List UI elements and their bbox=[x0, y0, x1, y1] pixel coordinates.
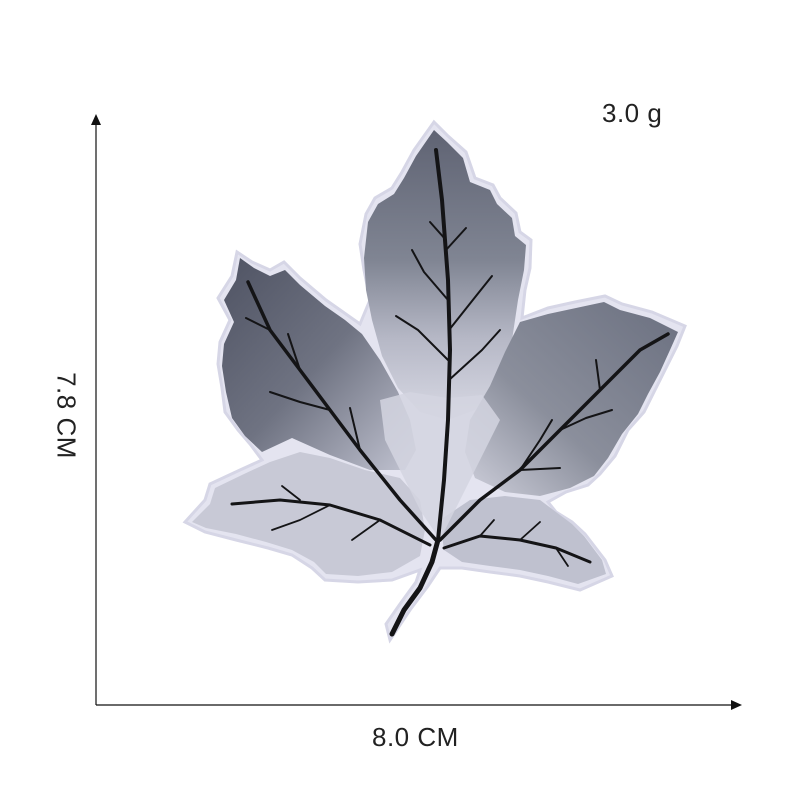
dimension-axes bbox=[91, 114, 742, 710]
leaf-centre bbox=[380, 392, 500, 540]
weight-label: 3.0 g bbox=[602, 98, 663, 128]
leaf-veins bbox=[230, 148, 670, 637]
leaf-right-lobe bbox=[465, 302, 678, 496]
maple-leaf bbox=[182, 119, 687, 644]
vertical-axis-arrowhead bbox=[91, 114, 101, 125]
leaf-left-lobe bbox=[222, 258, 416, 470]
width-dimension-label: 8.0 CM bbox=[372, 722, 459, 752]
leaf-lower-left-lobe bbox=[192, 452, 425, 576]
horizontal-axis-arrowhead bbox=[731, 700, 742, 710]
height-dimension-label: 7.8 CM bbox=[51, 372, 82, 459]
